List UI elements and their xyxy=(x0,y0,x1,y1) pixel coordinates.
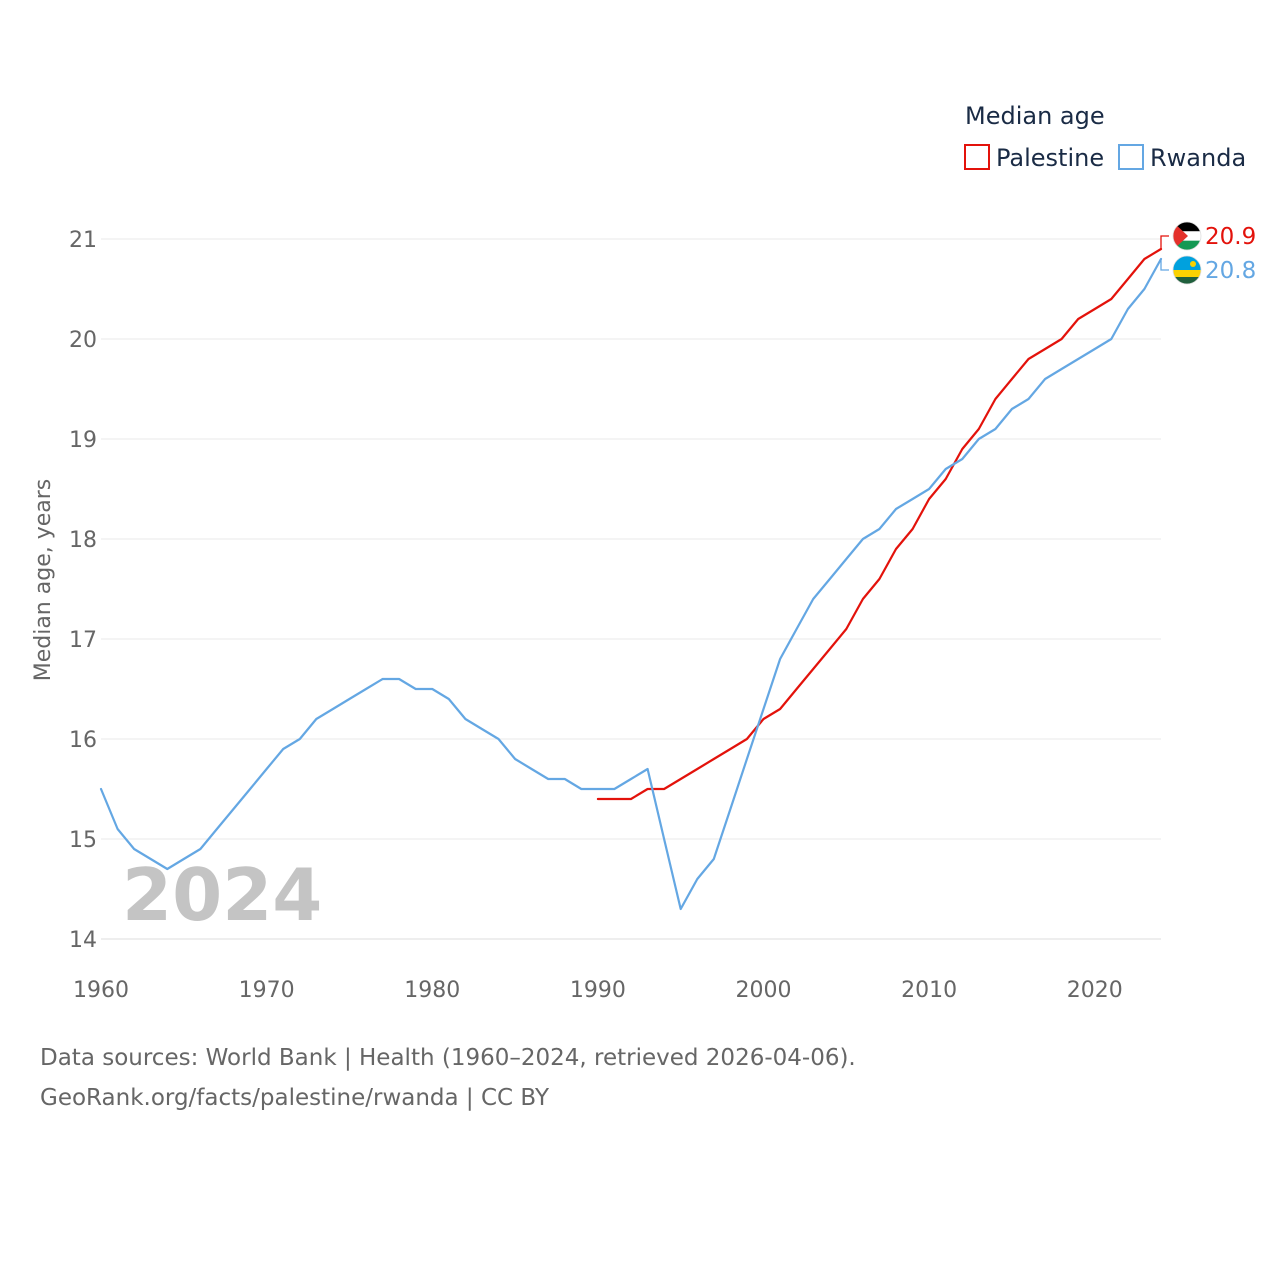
y-tick-label: 15 xyxy=(69,828,97,853)
y-tick-label: 20 xyxy=(69,328,97,353)
legend-title: Median age xyxy=(965,102,1105,130)
x-tick-label: 2010 xyxy=(901,978,957,1003)
x-tick-label: 1960 xyxy=(73,978,129,1003)
legend-label-palestine: Palestine xyxy=(996,144,1104,172)
attribution-link[interactable]: GeoRank.org/facts/palestine/rwanda | CC … xyxy=(40,1085,549,1111)
legend-label-rwanda: Rwanda xyxy=(1150,144,1246,172)
end-label-connector xyxy=(1160,235,1169,249)
y-axis-label: Median age, years xyxy=(31,479,56,682)
end-label-palestine: 20.9 xyxy=(1205,224,1256,250)
y-tick-label: 21 xyxy=(69,228,97,253)
gridlines xyxy=(101,238,1161,940)
x-axis-ticks: 1960 1970 1980 1990 2000 2010 2020 xyxy=(73,978,1123,1003)
rwanda-flag-icon xyxy=(1172,255,1202,285)
legend: Median age Palestine Rwanda xyxy=(964,102,1246,172)
legend-swatch-rwanda xyxy=(1118,144,1144,170)
year-watermark: 2024 xyxy=(122,853,322,937)
y-tick-label: 17 xyxy=(69,628,97,653)
legend-item-rwanda[interactable]: Rwanda xyxy=(1118,144,1246,172)
palestine-flag-icon xyxy=(1172,221,1202,251)
end-labels: 20.9 20.8 xyxy=(1160,221,1256,285)
y-tick-label: 14 xyxy=(69,928,97,953)
end-label-rwanda: 20.8 xyxy=(1205,258,1256,284)
y-tick-label: 16 xyxy=(69,728,97,753)
x-tick-label: 2020 xyxy=(1067,978,1123,1003)
legend-swatch-palestine xyxy=(964,144,990,170)
x-tick-label: 1970 xyxy=(239,978,295,1003)
x-tick-label: 1990 xyxy=(570,978,626,1003)
series-lines xyxy=(99,247,1163,911)
x-tick-label: 2000 xyxy=(736,978,792,1003)
data-source-note: Data sources: World Bank | Health (1960–… xyxy=(40,1045,856,1071)
x-tick-label: 1980 xyxy=(404,978,460,1003)
legend-item-palestine[interactable]: Palestine xyxy=(964,144,1104,172)
end-label-connector xyxy=(1160,259,1169,271)
y-tick-label: 18 xyxy=(69,528,97,553)
series-line-palestine[interactable] xyxy=(596,247,1163,801)
y-axis-ticks: 14 15 16 17 18 19 20 21 xyxy=(69,228,97,953)
y-tick-label: 19 xyxy=(69,428,97,453)
series-line-rwanda[interactable] xyxy=(99,257,1163,911)
